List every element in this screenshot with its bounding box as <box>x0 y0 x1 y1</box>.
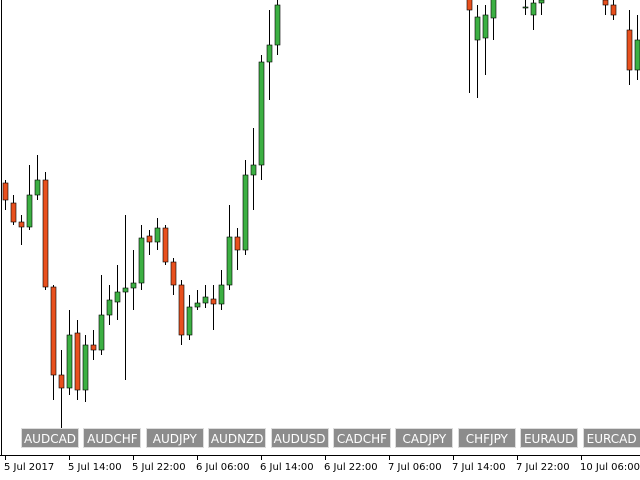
x-axis: 5 Jul 2017 5 Jul 14:00 5 Jul 22:00 6 Jul 06… <box>4 455 640 473</box>
symbol-button[interactable]: CADCHF <box>333 428 391 448</box>
candle-body <box>482 14 489 39</box>
candle-body <box>234 236 241 251</box>
candle-body <box>466 0 473 11</box>
symbol-button[interactable]: AUDCHF <box>83 428 142 448</box>
candle-body <box>18 221 25 228</box>
candle-body <box>218 284 225 305</box>
candle-body <box>90 344 97 351</box>
candle-body <box>154 227 161 243</box>
x-tick-label: 6 Jul 22:00 <box>324 462 378 473</box>
candle-body <box>74 332 81 391</box>
candle-body <box>170 261 177 286</box>
symbol-button[interactable]: AUDJPY <box>145 428 204 448</box>
candle-body <box>210 298 217 305</box>
candle-body <box>522 6 529 9</box>
candle-body <box>106 299 113 316</box>
candle-body <box>130 282 137 289</box>
candle-body <box>538 0 545 4</box>
candle-body <box>610 4 617 16</box>
x-tick-label: 6 Jul 14:00 <box>260 462 314 473</box>
candle-body <box>50 286 57 376</box>
candle-body <box>266 44 273 63</box>
candle-body <box>530 2 537 16</box>
candle-body <box>138 237 145 284</box>
candle-body <box>98 314 105 351</box>
candle-body <box>58 374 65 389</box>
candle-body <box>66 334 73 389</box>
x-tick-label: 5 Jul 2017 <box>4 462 54 473</box>
candle-body <box>474 16 481 41</box>
candle-body <box>194 302 201 308</box>
candle-body <box>82 344 89 391</box>
candle-body <box>602 0 609 6</box>
symbol-button[interactable]: CADJPY <box>395 428 454 448</box>
candle-body <box>258 61 265 166</box>
candle-body <box>202 296 209 304</box>
x-tick-label: 7 Jul 14:00 <box>452 462 506 473</box>
candle-body <box>26 194 33 228</box>
candle-body <box>226 236 233 286</box>
candle-body <box>122 287 129 293</box>
candle-body <box>242 174 249 251</box>
candle-body <box>634 39 640 71</box>
symbol-button[interactable]: EURAUD <box>520 428 579 448</box>
candles <box>2 0 640 430</box>
candle-body <box>114 291 121 303</box>
candle-body <box>626 29 633 71</box>
candle-body <box>186 306 193 336</box>
candle-body <box>42 179 49 288</box>
candle-body <box>34 179 41 196</box>
candle-body <box>162 227 169 263</box>
x-tick-label: 5 Jul 22:00 <box>132 462 186 473</box>
x-tick-label: 5 Jul 14:00 <box>68 462 122 473</box>
candle-body <box>2 182 9 201</box>
symbol-button[interactable]: AUDNZD <box>208 428 267 448</box>
x-tick-label: 10 Jul 06:00 <box>580 462 640 473</box>
candle-body <box>490 0 497 19</box>
x-tick-label: 6 Jul 06:00 <box>196 462 250 473</box>
symbol-button[interactable]: EURCAD <box>582 428 640 448</box>
candle-body <box>250 164 257 176</box>
candle-body <box>146 235 153 243</box>
candle-body <box>178 284 185 336</box>
symbol-button[interactable]: AUDCAD <box>21 428 79 448</box>
x-tick-label: 7 Jul 06:00 <box>388 462 442 473</box>
candle-body <box>10 202 17 223</box>
candle-body <box>274 4 281 46</box>
x-tick-label: 7 Jul 22:00 <box>516 462 570 473</box>
symbol-button[interactable]: CHFJPY <box>457 428 516 448</box>
symbol-button[interactable]: AUDUSD <box>270 428 329 448</box>
